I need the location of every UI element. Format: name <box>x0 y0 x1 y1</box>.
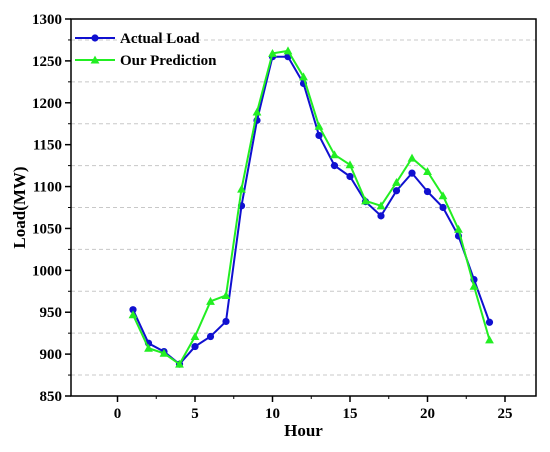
data-point <box>206 296 215 305</box>
legend-marker-actual-load <box>91 34 99 42</box>
y-tick-label: 1200 <box>32 96 62 112</box>
axis-ticks: 850 900 950 1000 1050 1100 1150 1200 1250 1300 0 5 1… <box>32 12 513 422</box>
y-tick-label: 900 <box>40 347 63 363</box>
data-point <box>237 184 246 193</box>
data-point <box>392 177 401 186</box>
data-point <box>128 310 138 319</box>
x-tick-label: 10 <box>265 406 280 422</box>
data-point <box>330 150 339 159</box>
y-tick-label: 1100 <box>33 180 62 196</box>
data-point <box>159 348 169 357</box>
data-point <box>221 291 231 299</box>
data-point <box>485 318 494 326</box>
y-tick-label: 1150 <box>33 138 62 154</box>
y-tick-label: 1050 <box>32 221 62 237</box>
x-tick-label: 25 <box>498 406 513 422</box>
data-point <box>423 167 432 175</box>
data-point <box>407 153 417 162</box>
gridlines <box>71 39 536 376</box>
series-line-our-prediction <box>132 49 491 366</box>
data-point <box>392 187 401 195</box>
data-point <box>268 48 277 57</box>
data-point <box>283 46 293 55</box>
legend-label-actual-load: Actual Load <box>120 31 200 47</box>
series-our-prediction <box>128 46 494 368</box>
data-point <box>438 191 448 200</box>
data-point <box>346 172 354 181</box>
x-axis-title: Hour <box>284 421 323 440</box>
data-point <box>315 131 323 140</box>
data-point <box>423 187 432 196</box>
y-tick-label: 1300 <box>32 12 62 28</box>
legend-label-our-prediction: Our Prediction <box>120 53 217 69</box>
y-tick-label: 850 <box>40 389 63 405</box>
data-point <box>454 224 463 233</box>
data-point <box>206 332 215 341</box>
data-point <box>175 359 184 368</box>
series-group <box>128 46 494 368</box>
y-tick-label: 1000 <box>32 263 62 279</box>
data-point <box>144 343 153 352</box>
data-point <box>408 169 416 177</box>
x-tick-label: 20 <box>420 406 435 422</box>
data-point <box>377 212 385 220</box>
data-point <box>330 162 339 170</box>
data-point <box>469 281 479 290</box>
data-point <box>299 72 308 81</box>
data-point <box>222 317 230 326</box>
data-point <box>345 160 355 169</box>
y-tick-label: 950 <box>40 305 63 321</box>
legend: Actual Load Our Prediction <box>75 31 217 69</box>
y-axis-title: Load(MW) <box>10 166 29 248</box>
data-point <box>314 121 324 130</box>
x-tick-label: 5 <box>191 406 199 422</box>
legend-marker-our-prediction <box>90 55 100 64</box>
data-point <box>485 335 494 344</box>
series-line-actual-load <box>132 55 491 366</box>
x-tick-label: 0 <box>114 406 122 422</box>
data-point <box>252 107 262 116</box>
data-point <box>361 196 370 205</box>
data-point <box>191 342 199 351</box>
x-tick-label: 15 <box>343 406 358 422</box>
data-point <box>376 201 386 210</box>
data-point <box>129 306 137 314</box>
y-tick-label: 1250 <box>32 54 62 70</box>
data-point <box>190 332 200 341</box>
data-point <box>439 203 447 212</box>
